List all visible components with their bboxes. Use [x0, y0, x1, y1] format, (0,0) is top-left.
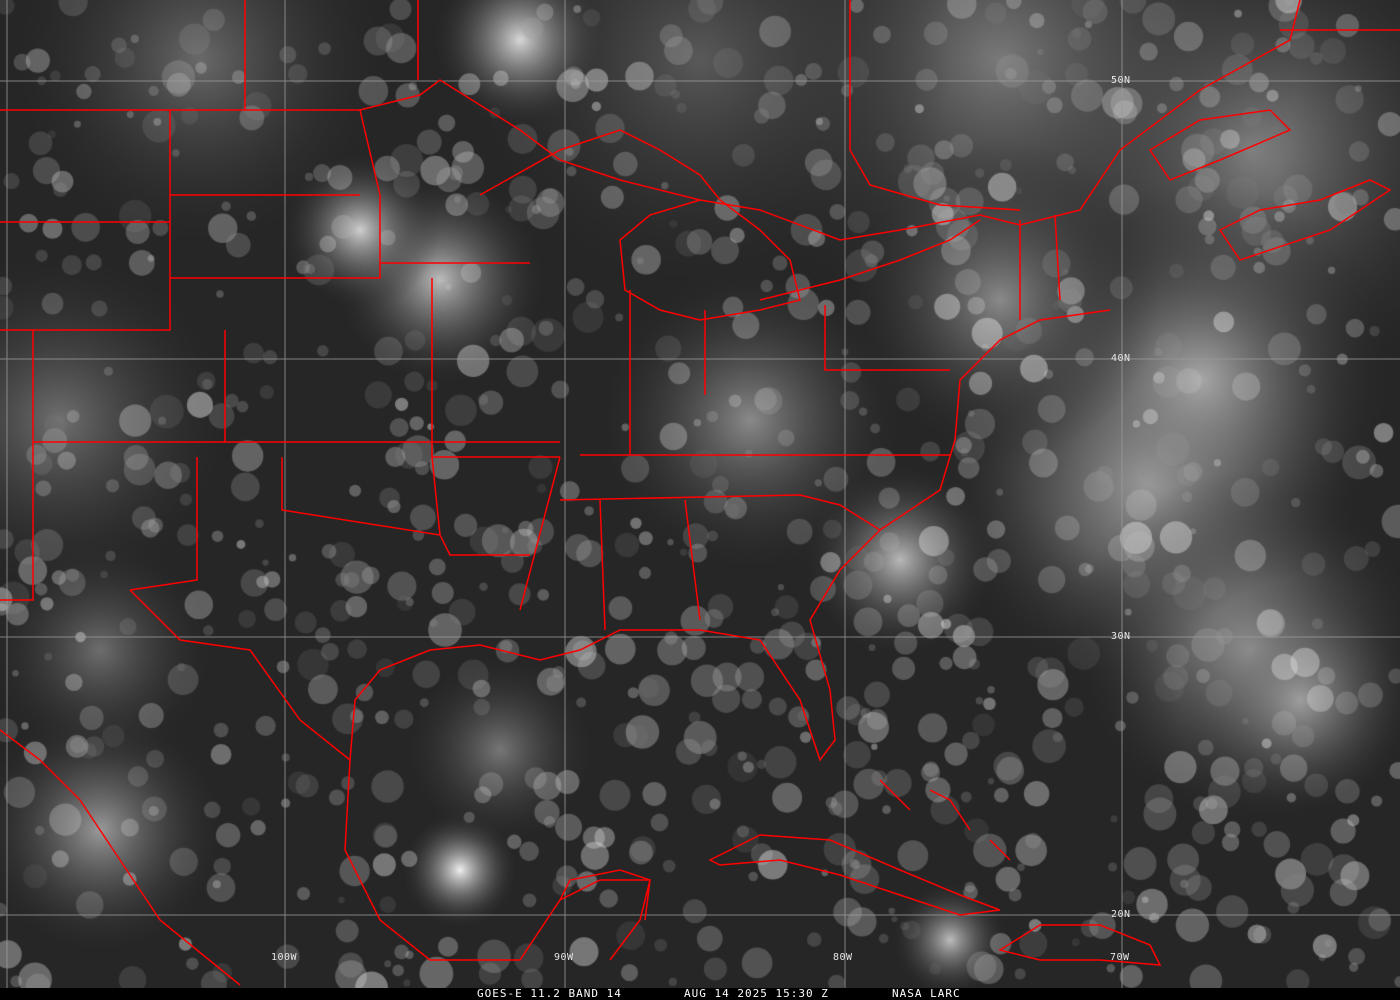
- hispaniola: [998, 924, 1162, 966]
- longitude-label: 90W: [554, 952, 574, 963]
- credit-label: NASA LARC: [892, 987, 961, 1000]
- longitude-label: 70W: [1110, 952, 1130, 963]
- latitude-label: 50N: [1111, 75, 1131, 86]
- latitude-label: 40N: [1111, 353, 1131, 364]
- yucatan: [559, 869, 651, 921]
- satellite-band-label: GOES-E 11.2 BAND 14: [477, 987, 622, 1000]
- great-lakes: [479, 129, 981, 321]
- us-gulf-coast: [129, 309, 1111, 762]
- canada-provinces: [244, 0, 1400, 211]
- cuba: [708, 834, 1001, 916]
- mexico-coast: [0, 729, 651, 986]
- timestamp-label: AUG 14 2025 15:30 Z: [684, 987, 829, 1000]
- nova-scotia: [1148, 109, 1392, 261]
- us-canada-border: [0, 0, 1301, 241]
- us-state-lines: [0, 109, 1061, 631]
- latitude-label: 20N: [1111, 909, 1131, 920]
- longitude-label: 100W: [271, 952, 298, 963]
- latitude-label: 30N: [1111, 631, 1131, 642]
- longitude-label: 80W: [833, 952, 853, 963]
- image-caption-bar: GOES-E 11.2 BAND 14 AUG 14 2025 15:30 Z …: [0, 988, 1400, 1000]
- bahamas: [879, 779, 1011, 861]
